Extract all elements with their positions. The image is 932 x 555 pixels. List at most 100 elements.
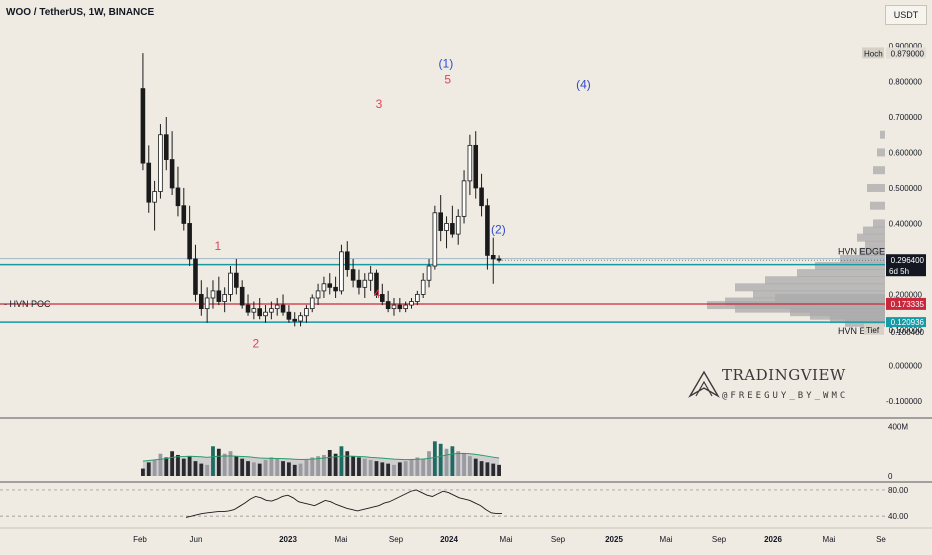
poc-price-value: 0.173335 (891, 300, 925, 309)
candle-body (274, 304, 280, 310)
candle-body (280, 304, 286, 313)
volume-profile-bar (873, 166, 885, 175)
volume-bar (170, 451, 175, 476)
candle-body (415, 294, 420, 302)
candle-body (420, 279, 426, 295)
candle-body (199, 294, 204, 310)
candle-body (380, 294, 385, 302)
candle-body (438, 212, 443, 231)
volume-bar (386, 463, 391, 476)
time-tick-label: Mai (500, 535, 513, 544)
last-price-value: 0.296400 (891, 256, 925, 265)
volume-profile-bar (815, 262, 885, 271)
volume-bar (251, 462, 256, 476)
oscillator-line (185, 489, 502, 518)
wave-label: 1 (214, 239, 221, 253)
hoch-label: Hoch (864, 49, 883, 58)
time-tick-label: Sep (551, 535, 566, 544)
candle-body (496, 258, 502, 261)
chart-title: WOO / TetherUS, 1W, BINANCE (6, 7, 155, 18)
candle-body (490, 254, 496, 260)
time-tick-label: Sep (389, 535, 404, 544)
volume-tick-label: 400M (888, 422, 908, 431)
candle-body (234, 272, 239, 288)
volume-profile-bar (765, 276, 885, 285)
candle-body (409, 301, 414, 306)
wave-label: 3 (376, 97, 383, 111)
volume-bar (497, 464, 501, 476)
candle-body (485, 205, 490, 256)
candle-body (222, 294, 227, 302)
volume-bar (228, 451, 233, 476)
volume-profile-bar (877, 148, 885, 157)
candle-body (286, 311, 292, 320)
candle-body (450, 223, 455, 235)
volume-bar (368, 459, 373, 476)
volume-bar (211, 446, 215, 476)
candle-body (362, 279, 368, 288)
price-tick-label: 0.700000 (889, 113, 923, 122)
wave-label: (1) (439, 56, 454, 70)
price-tick-label: 0.500000 (889, 184, 923, 193)
volume-bar (304, 459, 309, 476)
candle-body (426, 265, 432, 281)
candle-body (169, 159, 175, 189)
volume-bar (333, 453, 338, 476)
candle-body (216, 290, 222, 302)
time-tick-label: Se (876, 535, 886, 544)
volume-bar (316, 456, 320, 476)
volume-bar (438, 443, 443, 476)
volume-bar (234, 456, 239, 476)
currency-button[interactable]: USDT (885, 5, 927, 25)
volume-bar (397, 462, 402, 476)
candle-body (228, 272, 233, 295)
volume-tick-label: 0 (888, 472, 893, 481)
time-tick-label: Feb (133, 535, 147, 544)
volume-bar (339, 446, 344, 476)
volume-profile-bar (857, 233, 885, 242)
volume-bar (263, 459, 268, 476)
countdown-label: 6d 5h (889, 267, 909, 276)
candle-body (204, 297, 210, 310)
candle-body (210, 290, 216, 299)
candle-body (152, 191, 157, 203)
candle-body (479, 187, 484, 207)
volume-profile-bar (867, 183, 885, 192)
volume-sma-line (142, 452, 500, 462)
tief-label: Tief (866, 326, 880, 335)
volume-bar (310, 457, 315, 476)
volume-profile-bar (735, 283, 885, 292)
volume-bar (298, 463, 303, 476)
candle-body (333, 286, 338, 292)
volume-profile-bar (865, 240, 885, 249)
volume-bar (187, 456, 192, 476)
candle-body (403, 304, 408, 310)
wave-label: (2) (491, 222, 506, 236)
volume-bar (240, 458, 245, 476)
time-tick-label: Mai (335, 535, 348, 544)
volume-bar (216, 448, 221, 476)
candle-body (356, 279, 362, 288)
volume-profile-bar (880, 130, 885, 139)
volume-bar (444, 448, 449, 476)
volume-bar (322, 454, 326, 476)
volume-bar (257, 463, 262, 476)
candle-body (239, 286, 245, 306)
tradingview-logo-icon (688, 370, 720, 398)
volume-bar (327, 450, 332, 476)
volume-bar (176, 454, 180, 476)
hvn-low-label: HVN E (838, 326, 866, 336)
price-tick-label: 0.400000 (889, 219, 923, 228)
candle-body (327, 283, 333, 288)
volume-bar (199, 463, 204, 476)
time-tick-label: 2026 (764, 535, 782, 544)
volume-bar (427, 451, 431, 476)
volume-bar (146, 462, 151, 476)
volume-profile-bar (863, 226, 885, 235)
volume-bar (456, 451, 461, 476)
volume-bar (362, 458, 367, 476)
volume-bar (467, 456, 472, 476)
wave-label: 4 (374, 287, 381, 301)
